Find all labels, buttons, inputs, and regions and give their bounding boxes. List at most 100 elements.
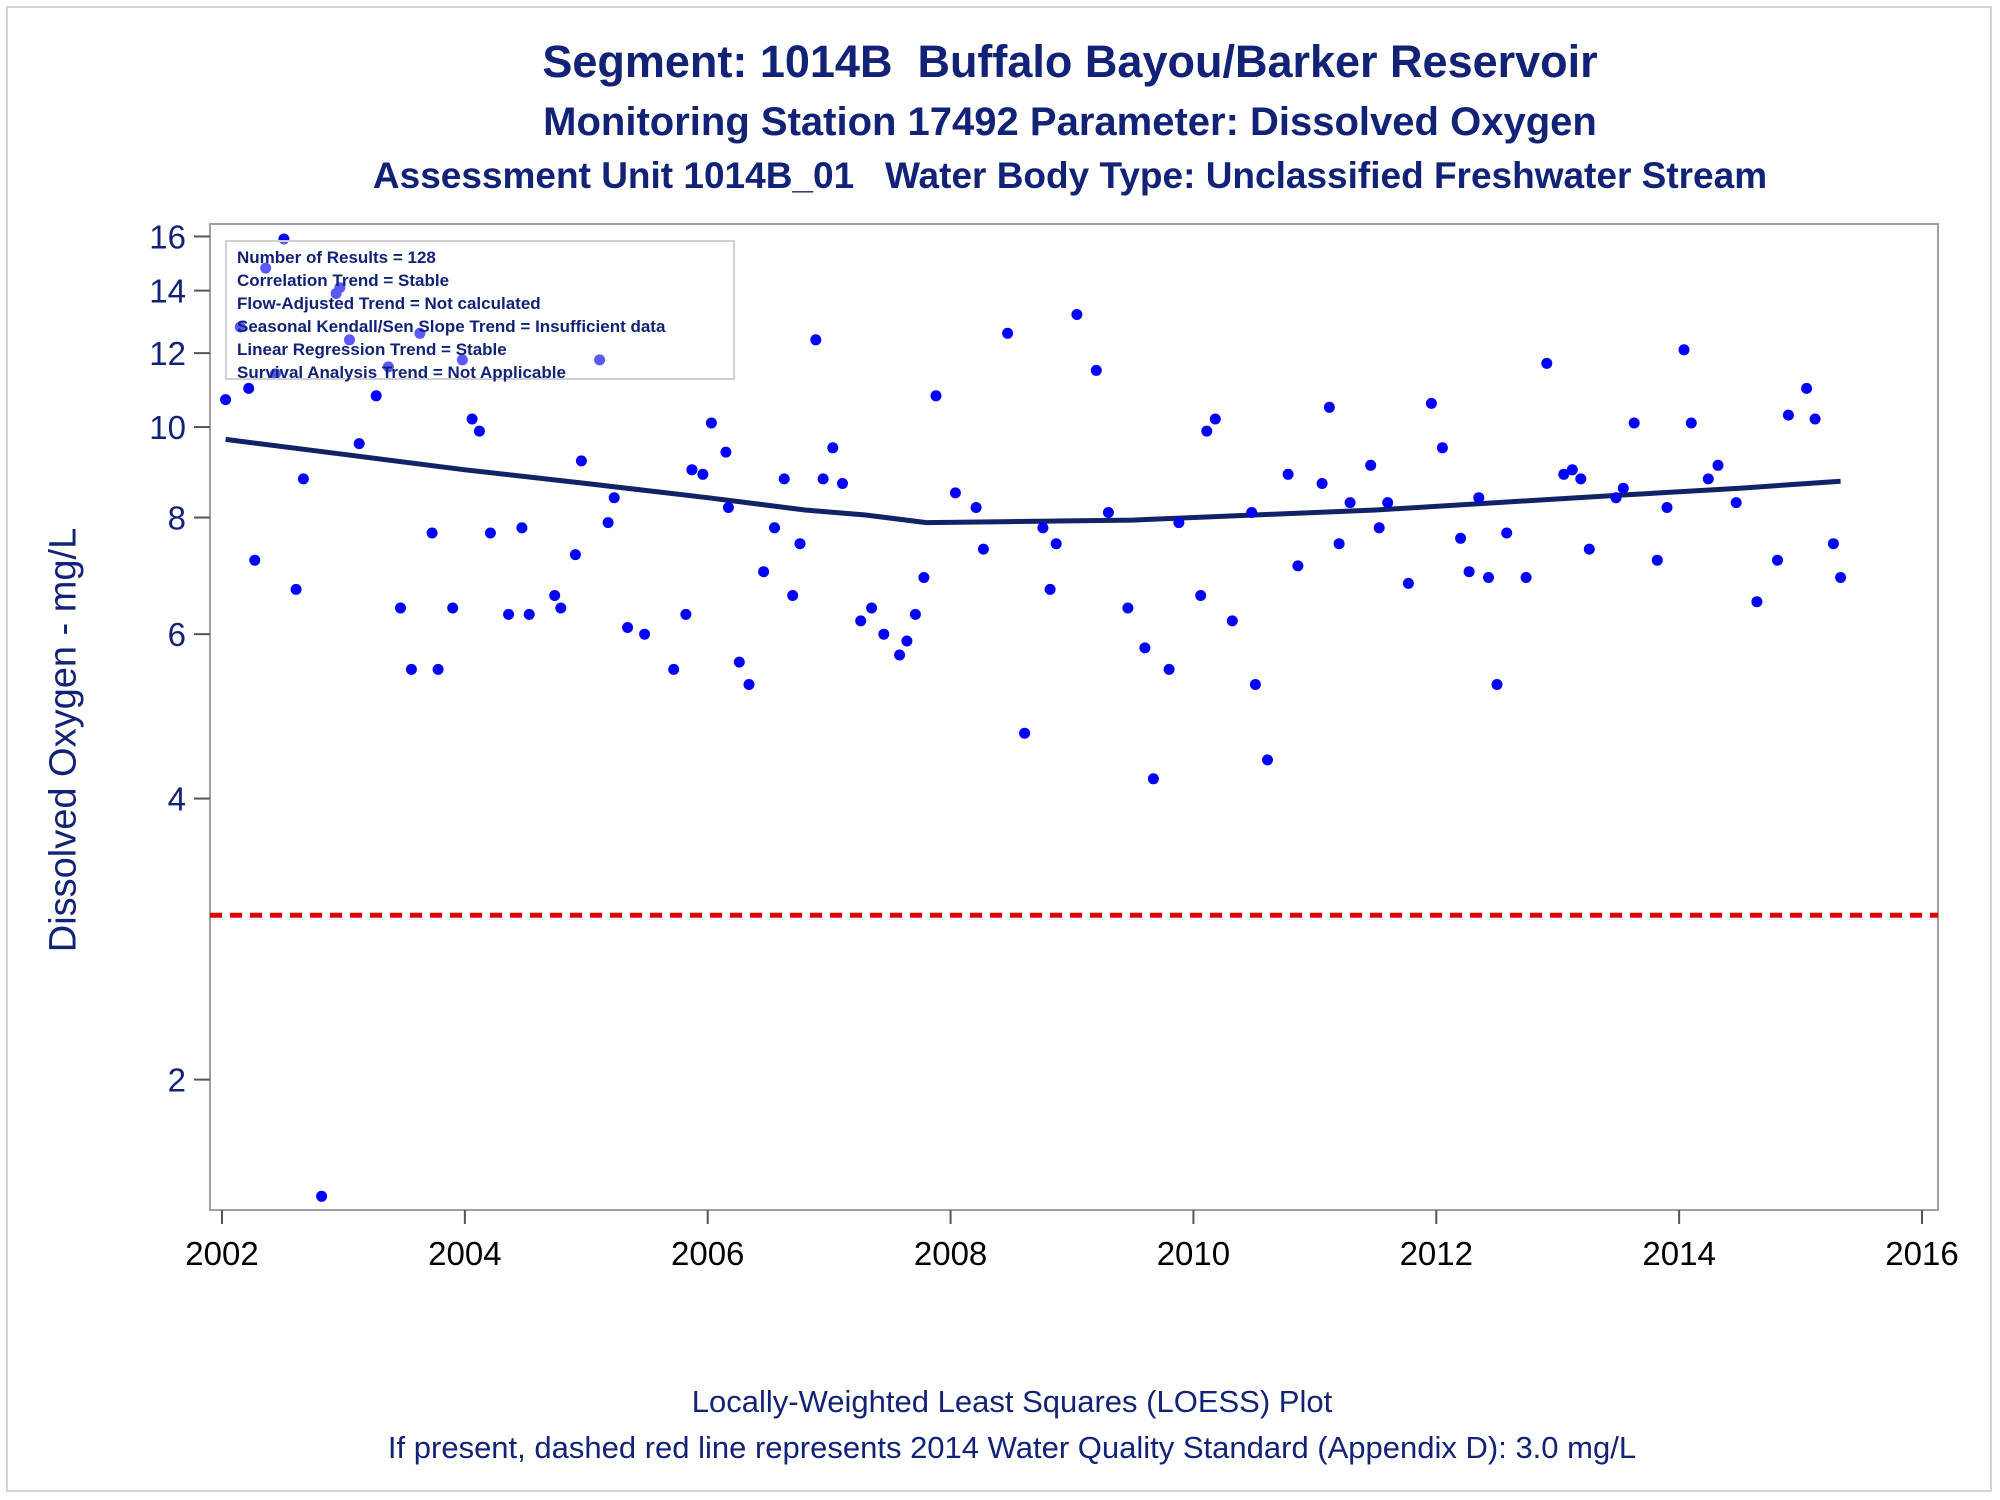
data-point [794,538,806,550]
data-point [523,608,535,620]
data-point [778,473,790,485]
data-point [1323,401,1335,413]
data-point [1139,642,1151,654]
data-point [733,656,745,668]
data-point [1382,497,1394,509]
stat-survival-analysis-trend: Survival Analysis Trend = Not Applicable [237,363,566,382]
data-point [1201,425,1213,437]
x-tick-label: 2012 [1400,1235,1473,1272]
data-point [290,583,302,595]
chart-title: Segment: 1014B Buffalo Bayou/Barker Rese… [542,36,1598,87]
data-point [473,425,485,437]
data-point [970,502,982,513]
data-point [1712,459,1724,471]
data-point [1751,596,1763,608]
data-point [1583,543,1595,555]
data-point [1071,309,1083,320]
y-tick-label: 8 [168,500,186,537]
data-point [432,663,444,675]
data-point [720,446,732,458]
data-point [1436,442,1448,454]
data-point [1685,417,1697,429]
x-tick-label: 2008 [914,1235,987,1272]
data-point [220,394,232,406]
y-tick-label: 14 [149,273,186,310]
y-tick-label: 16 [149,218,186,255]
data-point [1617,482,1629,494]
y-tick-label: 2 [168,1062,186,1099]
data-point [569,549,581,561]
data-point [697,468,709,480]
x-tick-label: 2014 [1642,1235,1715,1272]
data-point [1002,327,1014,339]
data-point [743,679,755,690]
data-point [1520,572,1532,583]
data-point [1050,538,1062,550]
data-point [1661,502,1673,513]
data-point [1044,583,1056,595]
data-point [1316,478,1328,489]
data-point [722,502,734,513]
data-point [1558,468,1570,480]
data-point [447,602,459,614]
y-tick-label: 10 [149,409,186,446]
data-point [705,417,717,429]
data-point [1195,590,1207,601]
stat-flow-adjusted-trend: Flow-Adjusted Trend = Not calculated [237,294,541,313]
data-point [234,321,246,333]
data-point [1541,357,1553,369]
data-point [1801,382,1813,394]
data-point [456,354,468,366]
data-point [370,390,382,402]
data-point [1628,417,1640,429]
chart-frame [6,6,1992,1492]
data-point [297,473,309,485]
x-tick-label: 2016 [1885,1235,1958,1272]
data-point [1827,538,1839,550]
data-point [930,390,942,402]
data-point [758,566,770,578]
data-point [1730,497,1742,509]
data-point [1209,413,1221,425]
data-point [414,327,426,339]
data-point [827,442,839,454]
data-point [866,602,878,614]
x-tick-label: 2006 [671,1235,744,1272]
stat-linear-regression-trend: Linear Regression Trend = Stable [237,340,507,359]
data-point [894,649,906,661]
data-point [395,602,406,614]
data-point [787,590,799,601]
y-tick-label: 6 [168,616,186,653]
data-point [639,628,651,640]
chart-subtitle-2: Assessment Unit 1014B_01 Water Body Type… [372,155,1768,196]
data-point [1102,507,1114,518]
data-point [1501,527,1513,539]
data-point [817,473,829,485]
data-point [405,663,417,675]
data-point [622,622,634,633]
data-point [1575,473,1587,485]
data-point [1365,459,1377,471]
data-point [353,438,365,450]
plot-area [209,223,1939,1211]
data-point [1226,615,1238,627]
stat-number-of-results: Number of Results = 128 [237,248,436,267]
data-point [1491,679,1503,690]
data-point [1163,663,1175,675]
data-point [249,554,261,566]
x-tick-label: 2010 [1157,1235,1230,1272]
x-tick-label: 2002 [185,1235,258,1272]
data-point [484,527,496,539]
data-point [1292,560,1304,572]
stat-correlation-trend: Correlation Trend = Stable [237,271,450,290]
data-point [1425,397,1437,409]
data-point [1782,409,1794,421]
data-point [1262,754,1273,766]
footnote-loess: Locally-Weighted Least Squares (LOESS) P… [691,1384,1333,1419]
data-point [686,464,698,476]
data-point [575,455,587,467]
data-point [1373,522,1385,534]
data-point [260,262,272,274]
data-point [269,368,281,380]
